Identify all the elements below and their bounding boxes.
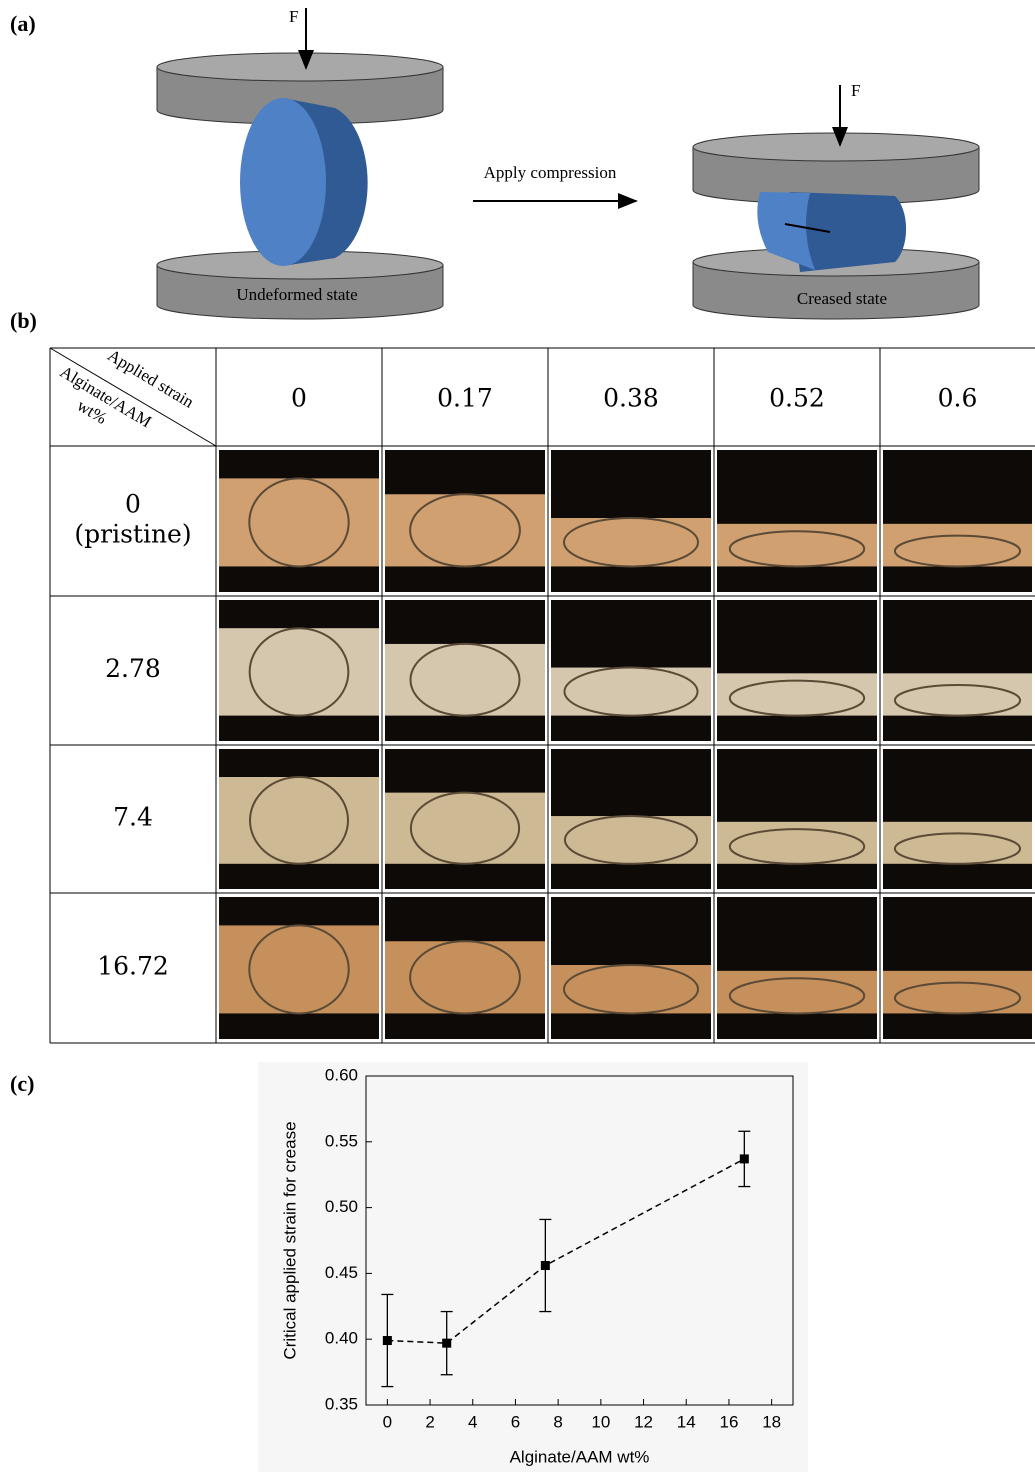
x-tick-label: 2 bbox=[425, 1412, 434, 1431]
disk-face bbox=[240, 98, 326, 266]
photo bbox=[717, 450, 877, 592]
x-tick-label: 10 bbox=[591, 1412, 610, 1431]
column-header: 0.38 bbox=[603, 384, 659, 413]
x-tick-label: 6 bbox=[511, 1412, 520, 1431]
force-label: F bbox=[289, 7, 298, 26]
photo-light bbox=[385, 941, 545, 1013]
y-tick-label: 0.55 bbox=[325, 1131, 358, 1150]
y-tick-label: 0.35 bbox=[325, 1394, 358, 1413]
photo-light bbox=[219, 628, 379, 715]
panel-label: (c) bbox=[10, 1071, 34, 1096]
photo bbox=[883, 600, 1032, 741]
x-tick-label: 12 bbox=[634, 1412, 653, 1431]
y-tick-label: 0.45 bbox=[325, 1263, 358, 1282]
photo-light bbox=[551, 518, 711, 566]
photo bbox=[883, 450, 1032, 592]
x-tick-label: 4 bbox=[468, 1412, 477, 1431]
panel-label: (b) bbox=[10, 308, 37, 333]
row-header: 0 bbox=[125, 490, 141, 519]
state-label: Creased state bbox=[797, 289, 887, 308]
x-axis-title: Alginate/AAM wt% bbox=[510, 1447, 650, 1466]
plate-top bbox=[157, 53, 443, 81]
photo-light bbox=[551, 668, 711, 716]
panel-label: (a) bbox=[10, 11, 36, 36]
x-tick-label: 16 bbox=[719, 1412, 738, 1431]
photo-light bbox=[385, 793, 545, 864]
photo-light bbox=[551, 816, 711, 864]
y-axis-title: Critical applied strain for crease bbox=[280, 1121, 299, 1359]
plate-top bbox=[693, 133, 979, 161]
photo bbox=[717, 600, 877, 741]
photo bbox=[717, 749, 877, 889]
row-header: (pristine) bbox=[74, 520, 191, 549]
x-tick-label: 8 bbox=[553, 1412, 562, 1431]
photo-light bbox=[219, 777, 379, 864]
state-label: Undeformed state bbox=[236, 285, 357, 304]
photo-light bbox=[219, 478, 379, 566]
y-tick-label: 0.40 bbox=[325, 1329, 358, 1348]
photo bbox=[883, 897, 1032, 1039]
column-header: 0.17 bbox=[437, 384, 493, 413]
arrow-label: Apply compression bbox=[484, 163, 617, 182]
data-point bbox=[541, 1261, 550, 1270]
data-point bbox=[740, 1154, 749, 1163]
photo bbox=[717, 897, 877, 1039]
panel-a: (a) F Undeformed state Apply compression… bbox=[10, 7, 979, 319]
photo-light bbox=[385, 644, 545, 716]
data-point bbox=[442, 1339, 451, 1348]
photo-light bbox=[219, 925, 379, 1013]
row-header: 16.72 bbox=[97, 952, 169, 981]
photo-light bbox=[551, 965, 711, 1013]
row-header: 2.78 bbox=[105, 654, 161, 683]
data-point bbox=[383, 1336, 392, 1345]
y-tick-label: 0.60 bbox=[325, 1065, 358, 1084]
page: {"panel_a": {"label": "(a)", "force_left… bbox=[0, 0, 1035, 1472]
figure: (a) F Undeformed state Apply compression… bbox=[0, 0, 1035, 1472]
y-tick-label: 0.50 bbox=[325, 1197, 358, 1216]
x-tick-label: 0 bbox=[383, 1412, 392, 1431]
column-header: 0.52 bbox=[769, 384, 825, 413]
photo-light bbox=[385, 494, 545, 566]
column-header: 0 bbox=[291, 384, 307, 413]
column-header: 0.6 bbox=[938, 384, 978, 413]
row-header: 7.4 bbox=[113, 803, 153, 832]
x-tick-label: 18 bbox=[762, 1412, 781, 1431]
x-tick-label: 14 bbox=[677, 1412, 696, 1431]
panel-c: (c) 0 2 4 6 8 10 12 14 16 18 0.35 0.40 0.45 0.50 0.55 0.… bbox=[10, 1062, 808, 1472]
photo bbox=[883, 749, 1032, 889]
force-label: F bbox=[851, 81, 860, 100]
